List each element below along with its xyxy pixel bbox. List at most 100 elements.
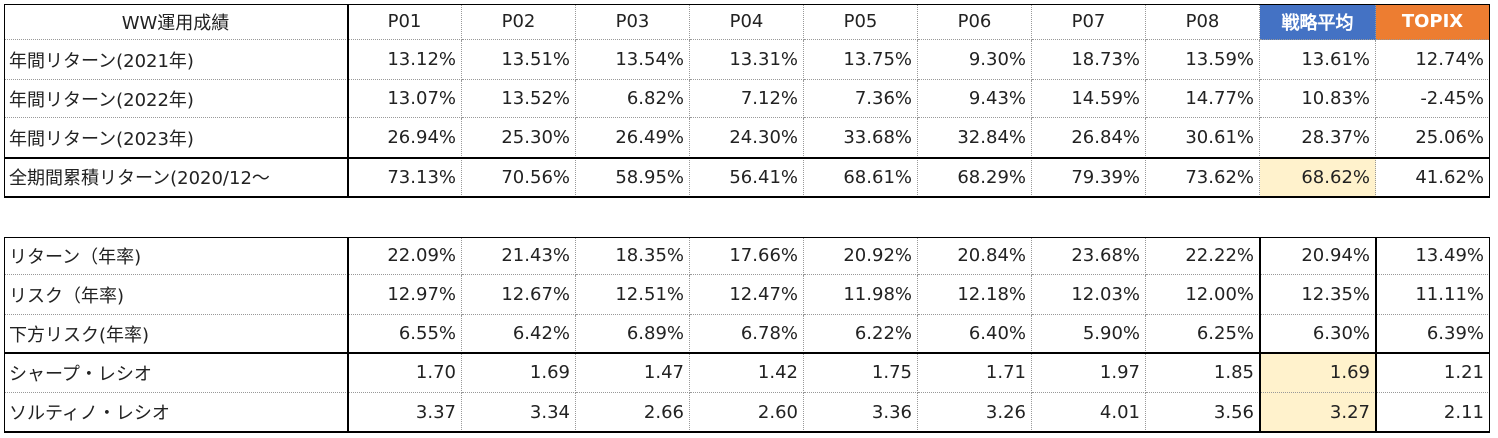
column-header: P01: [348, 4, 462, 40]
value-cell: 6.22%: [804, 315, 918, 353]
value-cell: 6.39%: [1376, 315, 1490, 353]
value-cell: 6.89%: [576, 315, 690, 353]
value-cell: 12.74%: [1376, 40, 1490, 80]
value-cell: 3.26: [918, 393, 1032, 432]
row-label: 年間リターン(2022年): [4, 80, 348, 118]
value-cell: 6.82%: [576, 80, 690, 118]
value-cell: 12.67%: [462, 275, 576, 315]
row-label: シャープ・レシオ: [4, 353, 348, 393]
value-cell: 13.54%: [576, 40, 690, 80]
value-cell: 13.07%: [348, 80, 462, 118]
value-cell: 18.73%: [1032, 40, 1146, 80]
value-cell: 13.52%: [462, 80, 576, 118]
column-header: P04: [690, 4, 804, 40]
border: [1375, 237, 1377, 432]
value-cell: 68.29%: [918, 158, 1032, 197]
value-cell: 4.01: [1032, 393, 1146, 432]
row-label: 年間リターン(2023年): [4, 118, 348, 158]
value-cell: 6.42%: [462, 315, 576, 353]
value-cell: 24.30%: [690, 118, 804, 158]
value-cell: 13.59%: [1146, 40, 1260, 80]
value-cell: 23.68%: [1032, 237, 1146, 275]
value-cell: 21.43%: [462, 237, 576, 275]
value-cell: 12.47%: [690, 275, 804, 315]
column-header: P02: [462, 4, 576, 40]
value-cell: 73.13%: [348, 158, 462, 197]
value-cell: 3.36: [804, 393, 918, 432]
border: [4, 431, 1490, 433]
column-header: P03: [576, 4, 690, 40]
border: [1489, 4, 1490, 197]
value-cell: 1.85: [1146, 353, 1260, 393]
value-cell: 22.22%: [1146, 237, 1260, 275]
value-cell: 9.43%: [918, 80, 1032, 118]
value-cell: 14.59%: [1032, 80, 1146, 118]
border: [1259, 237, 1261, 432]
row-label: 全期間累積リターン(2020/12～: [4, 158, 348, 197]
border: [4, 352, 1490, 354]
value-cell: 10.83%: [1260, 80, 1376, 118]
value-cell: 13.61%: [1260, 40, 1376, 80]
value-cell: 1.71: [918, 353, 1032, 393]
value-cell: 17.66%: [690, 237, 804, 275]
value-cell: 18.35%: [576, 237, 690, 275]
border: [4, 237, 5, 432]
value-cell: 12.03%: [1032, 275, 1146, 315]
value-cell: 32.84%: [918, 118, 1032, 158]
value-cell: 73.62%: [1146, 158, 1260, 197]
value-cell: 33.68%: [804, 118, 918, 158]
border: [4, 196, 1490, 198]
border: [4, 157, 1490, 159]
column-header: WW運用成績: [4, 4, 348, 40]
value-cell: 26.49%: [576, 118, 690, 158]
value-cell: 5.90%: [1032, 315, 1146, 353]
row-label: 下方リスク(年率): [4, 315, 348, 353]
border: [347, 4, 349, 197]
value-cell: 11.98%: [804, 275, 918, 315]
value-cell: 7.36%: [804, 80, 918, 118]
value-cell: 58.95%: [576, 158, 690, 197]
value-cell: 12.35%: [1260, 275, 1376, 315]
column-header: 戦略平均: [1260, 4, 1376, 40]
value-cell: 1.42: [690, 353, 804, 393]
value-cell: 11.11%: [1376, 275, 1490, 315]
border: [1489, 237, 1490, 432]
border: [4, 4, 1490, 5]
row-label: リターン（年率): [4, 237, 348, 275]
value-cell: 3.56: [1146, 393, 1260, 432]
row-label: リスク（年率): [4, 275, 348, 315]
value-cell: 2.60: [690, 393, 804, 432]
value-cell: 6.40%: [918, 315, 1032, 353]
value-cell: 22.09%: [348, 237, 462, 275]
value-cell: 1.69: [1260, 353, 1376, 393]
value-cell: 68.62%: [1260, 158, 1376, 197]
value-cell: 2.66: [576, 393, 690, 432]
value-cell: 12.00%: [1146, 275, 1260, 315]
value-cell: 56.41%: [690, 158, 804, 197]
value-cell: 68.61%: [804, 158, 918, 197]
value-cell: 20.94%: [1260, 237, 1376, 275]
value-cell: 6.25%: [1146, 315, 1260, 353]
value-cell: 20.92%: [804, 237, 918, 275]
border: [4, 4, 5, 197]
value-cell: 2.11: [1376, 393, 1490, 432]
value-cell: 12.51%: [576, 275, 690, 315]
value-cell: 6.30%: [1260, 315, 1376, 353]
value-cell: 1.75: [804, 353, 918, 393]
value-cell: 25.30%: [462, 118, 576, 158]
column-header: P05: [804, 4, 918, 40]
value-cell: 12.97%: [348, 275, 462, 315]
value-cell: 26.94%: [348, 118, 462, 158]
value-cell: 3.34: [462, 393, 576, 432]
value-cell: 1.47: [576, 353, 690, 393]
value-cell: 12.18%: [918, 275, 1032, 315]
row-label: ソルティノ・レシオ: [4, 393, 348, 432]
value-cell: 13.12%: [348, 40, 462, 80]
value-cell: 6.55%: [348, 315, 462, 353]
value-cell: 26.84%: [1032, 118, 1146, 158]
border: [4, 237, 1490, 238]
column-header: TOPIX: [1376, 4, 1490, 40]
value-cell: 3.37: [348, 393, 462, 432]
value-cell: 30.61%: [1146, 118, 1260, 158]
